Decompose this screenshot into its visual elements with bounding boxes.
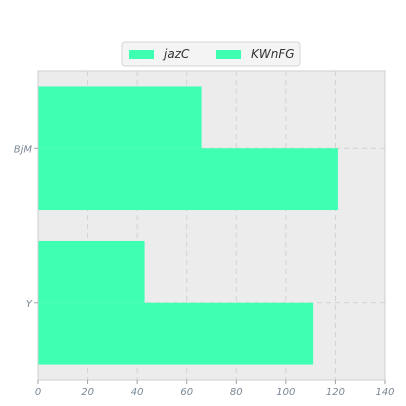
- legend-swatch: [216, 50, 241, 59]
- plot-frame: [37, 70, 386, 381]
- x-tick-label: 60: [180, 387, 193, 398]
- x-tick-label: 120: [326, 387, 345, 398]
- x-axis: 0 20 40 60 80 100 120 140: [35, 380, 395, 398]
- bar-KWnFG-BjM: [38, 148, 338, 211]
- x-tick-label: 100: [276, 387, 295, 398]
- bars: [38, 86, 338, 365]
- x-tick-label: 20: [81, 387, 94, 398]
- x-tick-label: 40: [131, 387, 144, 398]
- x-tick-label: 140: [375, 387, 394, 398]
- x-tick-label: 80: [230, 387, 243, 398]
- legend-label: jazC: [162, 47, 190, 61]
- bar-jazC-Y: [38, 240, 145, 303]
- y-tick-label: Y: [26, 299, 33, 310]
- bar-jazC-BjM: [38, 86, 202, 149]
- legend-label: KWnFG: [251, 47, 295, 61]
- legend: jazC KWnFG: [121, 41, 301, 67]
- x-tick-label: 0: [35, 387, 41, 398]
- legend-swatch: [129, 50, 154, 59]
- legend-box: [121, 41, 301, 67]
- bar-KWnFG-Y: [38, 302, 314, 365]
- y-tick-label: BjM: [14, 144, 33, 155]
- y-axis: BjM Y: [14, 144, 38, 310]
